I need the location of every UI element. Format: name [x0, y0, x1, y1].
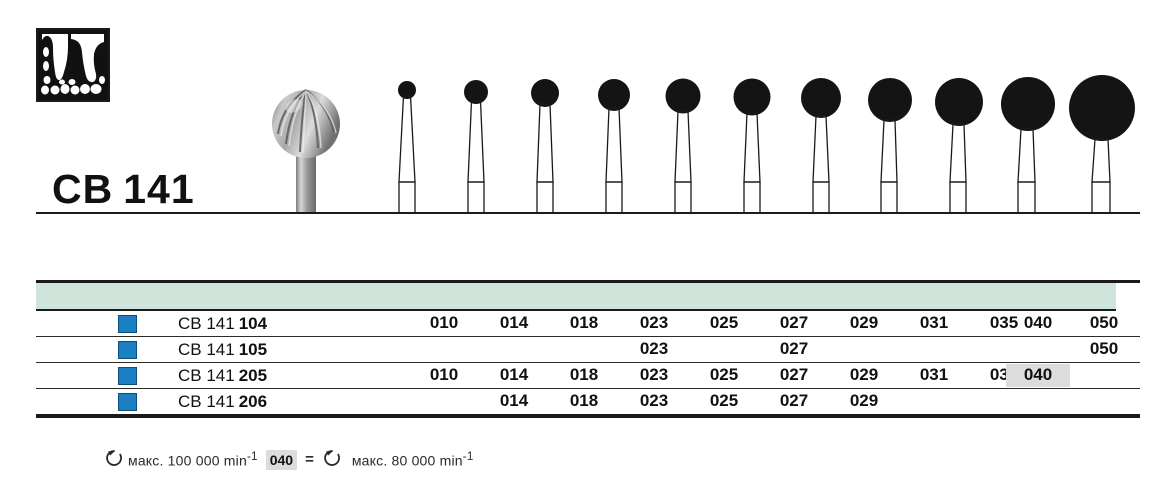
speed-legend: макс. 100 000 min-1 040 = макс. 80 000 m…	[104, 448, 474, 471]
size-cell-023: 023	[639, 365, 669, 384]
bur-silhouette-010	[384, 70, 430, 213]
rotation-speed-icon	[104, 448, 124, 471]
bur-photo-illustration	[268, 86, 344, 212]
size-cell-025: 025	[709, 391, 739, 410]
size-cell-050: 050	[1089, 313, 1119, 332]
size-availability-table: CB 141 104 010 014 018 023 025 027 029 03…	[36, 280, 1140, 418]
legend-size-chip: 040	[265, 449, 298, 470]
size-cell-025: 025	[709, 365, 739, 384]
product-code-title: CB 141	[52, 166, 195, 213]
bur-silhouette-040	[992, 70, 1064, 213]
legend-speed-1-text: макс. 100 000 min	[128, 452, 247, 469]
bur-silhouette-014	[452, 70, 500, 213]
size-cell-029: 029	[849, 365, 879, 384]
legend-speed-2: макс. 80 000 min-1	[352, 450, 474, 469]
size-cell-040: 040	[1006, 364, 1070, 387]
size-cell-029: 029	[849, 313, 879, 332]
size-cell-018: 018	[569, 313, 599, 332]
size-cell-010: 010	[429, 313, 459, 332]
size-cell-014: 014	[499, 365, 529, 384]
figure-baseline-rule	[36, 212, 1140, 214]
size-cell-010: 010	[429, 365, 459, 384]
size-cell-027: 027	[779, 313, 809, 332]
size-cell-040: 040	[1023, 313, 1053, 332]
row-label: CB 141 206	[178, 392, 267, 412]
bur-silhouette-029	[792, 70, 850, 213]
bur-silhouette-018	[520, 70, 570, 213]
size-cell-050: 050	[1089, 339, 1119, 358]
row-label: CB 141 205	[178, 366, 267, 386]
size-cell-027: 027	[779, 339, 809, 358]
legend-speed-1: макс. 100 000 min-1	[128, 450, 258, 469]
table-top-rule	[36, 280, 1140, 283]
row-label-prefix: CB 141	[178, 340, 235, 359]
product-code-prefix: CB	[52, 166, 114, 212]
bur-silhouette-031	[859, 70, 921, 213]
size-cell-035: 035	[989, 313, 1019, 332]
row-label-number: 105	[238, 340, 268, 359]
size-cell-018: 018	[569, 365, 599, 384]
size-cell-027: 027	[779, 365, 809, 384]
table-row: CB 141 104 010 014 018 023 025 027 029 03…	[36, 311, 1140, 337]
color-chip	[118, 393, 137, 411]
table-row: CB 141 205 010 014 018 023 025 027 029 03…	[36, 363, 1140, 389]
legend-speed-1-sup: -1	[246, 450, 258, 464]
color-chip	[118, 341, 137, 359]
bur-silhouette-050	[1062, 70, 1142, 213]
table-row: CB 141 206 014 018 023 025 027 029	[36, 389, 1140, 414]
size-cell-029: 029	[849, 391, 879, 410]
bur-silhouette-023	[588, 70, 640, 213]
size-cell-031: 031	[919, 313, 949, 332]
size-cell-027: 027	[779, 391, 809, 410]
table-header-band	[36, 283, 1116, 311]
row-label: CB 141 104	[178, 314, 267, 334]
legend-speed-2-sup: -1	[462, 450, 474, 464]
color-chip	[118, 315, 137, 333]
rotation-speed-icon	[322, 448, 342, 471]
row-label-number: 104	[238, 314, 268, 333]
bur-size-series	[380, 70, 1140, 213]
size-cell-014: 014	[499, 313, 529, 332]
row-label-prefix: CB 141	[178, 392, 235, 411]
legend-equals: =	[305, 451, 314, 468]
size-cell-018: 018	[569, 391, 599, 410]
row-label-number: 206	[238, 392, 268, 411]
size-cell-025: 025	[709, 313, 739, 332]
row-label: CB 141 105	[178, 340, 267, 360]
table-row: CB 141 105 023 027 050	[36, 337, 1140, 363]
size-cell-014: 014	[499, 391, 529, 410]
legend-speed-2-text: макс. 80 000 min	[351, 452, 463, 469]
row-label-prefix: CB 141	[178, 314, 235, 333]
dental-teeth-logo-icon	[36, 28, 110, 102]
table-bottom-rule	[36, 414, 1140, 418]
color-chip	[118, 367, 137, 385]
bur-silhouette-025	[656, 70, 710, 213]
product-code-number: 141	[123, 166, 195, 212]
bur-silhouette-035	[926, 70, 992, 213]
size-cell-023: 023	[639, 391, 669, 410]
size-cell-023: 023	[639, 339, 669, 358]
row-label-number: 205	[238, 366, 268, 385]
size-cell-023: 023	[639, 313, 669, 332]
size-cell-031: 031	[919, 365, 949, 384]
bur-silhouette-027	[724, 70, 780, 213]
row-label-prefix: CB 141	[178, 366, 235, 385]
